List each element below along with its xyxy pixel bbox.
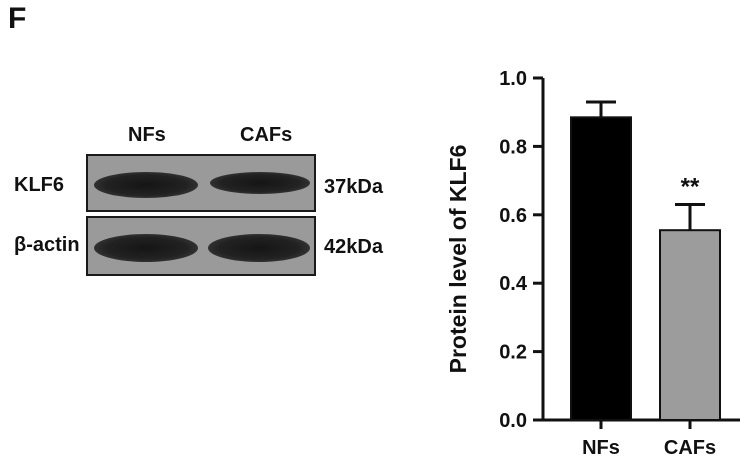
blot-band-nfs-klf6 — [94, 172, 198, 198]
bar-nfs — [570, 116, 632, 422]
blot-row-label-actin: β-actin — [14, 234, 80, 256]
x-tick-label-nfs: NFs — [582, 437, 620, 459]
blot-strip-actin — [86, 216, 316, 276]
y-axis-label: Protein level of KLF6 — [445, 145, 471, 374]
x-tick-label-cafs: CAFs — [664, 437, 716, 459]
blot-size-klf6: 37kDa — [324, 176, 383, 198]
blot-column-label-nfs: NFs — [128, 124, 166, 146]
y-tick-label: 0.0 — [499, 410, 527, 432]
bar-cafs — [659, 229, 721, 421]
blot-size-actin: 42kDa — [324, 236, 383, 258]
blot-row-label-klf6: KLF6 — [14, 174, 64, 196]
chart-bars: ** — [570, 100, 721, 422]
y-tick-label: 0.4 — [499, 273, 528, 295]
blot-band-nfs-actin — [94, 234, 198, 262]
y-tick-label: 0.2 — [499, 342, 527, 364]
blot-column-label-cafs: CAFs — [240, 124, 293, 146]
blot-band-cafs-actin — [208, 234, 310, 262]
significance-marker: ** — [681, 174, 700, 201]
y-tick-label: 1.0 — [499, 68, 527, 90]
blot-band-cafs-klf6 — [210, 172, 310, 194]
y-tick-label: 0.8 — [499, 136, 527, 158]
y-tick-label: 0.6 — [499, 205, 527, 227]
chart-axes: 0.0 0.2 0.4 0.6 0.8 1.0 NFs CAFs — [499, 68, 740, 459]
panel-label: F — [8, 2, 27, 35]
blot-strip-klf6 — [86, 154, 316, 212]
